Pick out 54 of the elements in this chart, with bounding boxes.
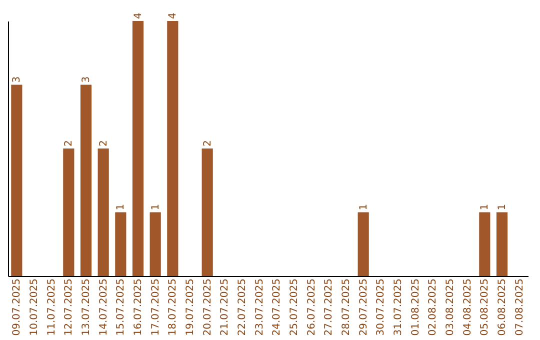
bar xyxy=(98,148,109,276)
x-tick-label: 12.07.2025 xyxy=(64,278,75,336)
bar xyxy=(80,84,92,276)
bar xyxy=(358,212,369,276)
x-tick-label: 19.07.2025 xyxy=(185,278,196,336)
x-tick-label: 13.07.2025 xyxy=(81,278,92,336)
data-label: 4 xyxy=(168,12,179,19)
x-tick-label: 11.07.2025 xyxy=(46,278,58,336)
x-tick-label: 21.07.2025 xyxy=(220,278,231,336)
x-tick-label: 16.07.2025 xyxy=(133,278,144,336)
x-tick-label: 18.07.2025 xyxy=(168,278,179,336)
data-label: 4 xyxy=(133,12,144,19)
bar xyxy=(496,212,508,276)
data-label: 2 xyxy=(98,140,110,146)
bar xyxy=(132,21,144,276)
x-tick-label: 22.07.2025 xyxy=(237,278,248,336)
x-tick-label: 20.07.2025 xyxy=(202,278,214,336)
bar xyxy=(63,148,74,276)
x-tick-label: 17.07.2025 xyxy=(150,278,162,336)
bar xyxy=(11,84,22,276)
x-tick-label: 09.07.2025 xyxy=(12,278,23,336)
x-tick-label: 03.08.2025 xyxy=(445,278,456,336)
x-tick-label: 04.08.2025 xyxy=(462,278,474,336)
x-tick-label: 02.08.2025 xyxy=(428,278,439,336)
data-label: 3 xyxy=(81,76,92,83)
x-tick-label: 01.08.2025 xyxy=(410,278,422,336)
data-label: 2 xyxy=(202,140,214,146)
bar xyxy=(202,148,213,276)
x-tick-label: 07.08.2025 xyxy=(514,278,526,336)
bar xyxy=(167,21,178,276)
x-tick-label: 24.07.2025 xyxy=(272,278,283,336)
x-tick-label: 29.07.2025 xyxy=(358,278,370,336)
data-label: 1 xyxy=(358,204,370,210)
x-tick-label: 23.07.2025 xyxy=(254,278,266,336)
x-tick-label: 05.08.2025 xyxy=(480,278,491,336)
x-tick-label: 06.08.2025 xyxy=(497,278,508,336)
data-label: 1 xyxy=(116,204,127,210)
x-tick-label: 25.07.2025 xyxy=(289,278,300,336)
data-label: 2 xyxy=(64,140,75,146)
data-label: 3 xyxy=(12,76,23,83)
x-tick-label: 27.07.2025 xyxy=(324,278,335,336)
data-label: 1 xyxy=(150,204,162,210)
x-tick-label: 31.07.2025 xyxy=(393,278,404,336)
x-tick-label: 15.07.2025 xyxy=(116,278,127,336)
data-label: 1 xyxy=(480,204,491,210)
x-tick-label: 14.07.2025 xyxy=(98,278,110,336)
data-label: 1 xyxy=(497,204,508,210)
x-tick-label: 26.07.2025 xyxy=(306,278,318,336)
bar xyxy=(479,212,490,276)
x-tick-label: 28.07.2025 xyxy=(341,278,352,336)
bar xyxy=(115,212,126,276)
bar xyxy=(150,212,161,276)
x-tick-label: 30.07.2025 xyxy=(376,278,387,336)
x-tick-label: 10.07.2025 xyxy=(29,278,40,336)
